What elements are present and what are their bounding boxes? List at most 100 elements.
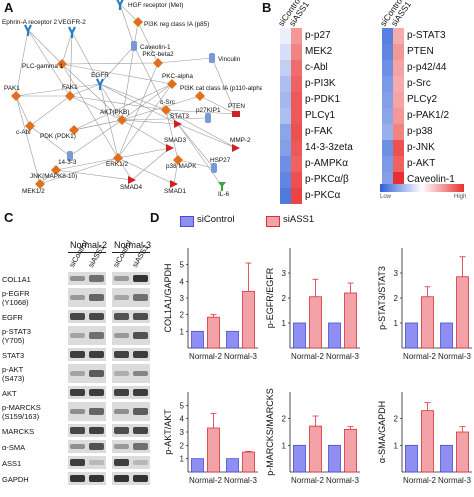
network-nodes: Ephrin-A receptor 2 VEGFR-2 HGF receptor (…: [2, 0, 262, 198]
network-node-label: Caveolin-1: [140, 44, 171, 51]
heatmap-row-label: p-p27: [305, 30, 331, 41]
panel-letter-d: D: [150, 210, 160, 225]
network-node-jnk: JNK(MAPK8-10): [30, 165, 77, 180]
node-tf-shape: [128, 176, 136, 184]
legend-label-control: siControl: [197, 214, 235, 225]
x-category-label: Normal-2: [291, 352, 324, 361]
network-edge: [15, 95, 41, 185]
blot-band: [133, 294, 148, 301]
bar-siass1: [344, 428, 357, 473]
blot-band: [89, 370, 104, 377]
x-category-label: Normal-3: [438, 476, 471, 485]
network-node-akt: AKT(PKB): [100, 109, 129, 125]
blot-band: [70, 313, 85, 320]
blot-band: [89, 350, 104, 359]
network-edge: [121, 95, 201, 121]
y-tick-label: 5: [180, 261, 185, 270]
heatmap-cell: [291, 188, 302, 204]
heatmap-cell: [382, 156, 393, 172]
blot-row-label: α-SMA: [2, 443, 26, 452]
blot-band: [114, 332, 129, 339]
network-edge: [27, 29, 63, 65]
bar-sicontrol: [440, 444, 453, 473]
node-kinase-shape: [11, 91, 21, 101]
network-node-il6: IL-6: [218, 182, 229, 198]
network-edge: [177, 159, 215, 169]
heatmap-row-label: p-PI3K: [305, 78, 336, 89]
node-kinase-shape: [153, 58, 163, 68]
blot-row-label: ASS1: [2, 459, 22, 468]
x-category-label: Normal-2: [403, 476, 436, 485]
network-node-label: PLC-gamma 1: [22, 63, 64, 70]
network-node-smad4: SMAD4: [120, 176, 142, 191]
blot-band: [89, 460, 104, 465]
y-tick-label: 2: [394, 415, 399, 424]
y-tick-label: 2: [180, 311, 185, 320]
bar-siass1: [344, 292, 357, 349]
network-edge: [69, 83, 101, 97]
heatmap-row-label: p-PAK1/2: [407, 110, 450, 121]
y-tick-label: 1: [282, 319, 287, 328]
network-node-label: FAK1: [62, 84, 78, 91]
scale-low-label: Low: [380, 194, 392, 200]
y-axis-label: p-MARCKS/MARCKS: [265, 388, 275, 476]
bar-sicontrol: [191, 458, 204, 473]
heatmap-cell: [382, 76, 393, 92]
bar-sicontrol: [293, 322, 306, 349]
network-node-label: SMAD1: [164, 188, 186, 195]
network-node-smad1: SMAD1: [164, 180, 186, 195]
blot-row-label: MARCKS: [2, 427, 35, 436]
heatmap-cell: [291, 124, 302, 140]
y-tick-label: 2: [180, 441, 185, 450]
heatmap-color-scale: [380, 184, 464, 192]
heatmap-cell: [280, 76, 291, 92]
blot-strip: [112, 364, 150, 383]
network-edge: [121, 83, 173, 121]
y-tick-label: 4: [180, 277, 185, 286]
heatmap-cell: [382, 140, 393, 156]
heatmap-cell: [393, 140, 404, 156]
node-kinase-shape: [195, 91, 205, 101]
blot-strip: [112, 326, 150, 345]
heatmap-cell: [393, 44, 404, 60]
bar-sicontrol: [226, 330, 239, 349]
blot-band: [70, 427, 85, 434]
bar-siass1: [456, 276, 469, 349]
x-category-label: Normal-3: [326, 352, 359, 361]
network-node-egfr: EGFR: [91, 72, 109, 90]
heatmap-cell: [280, 28, 291, 44]
network-node-label: HGF receptor (Met): [128, 2, 183, 9]
heatmap-left: siControl siASS1 p-p27 MEK2 c-Abl p-PI3K p-PDK…: [275, 0, 390, 210]
blot-band: [70, 370, 85, 377]
legend-swatch-ass1: [266, 216, 280, 227]
node-tf-shape: [232, 144, 240, 152]
x-category-label: Normal-2: [189, 352, 222, 361]
network-node-label: PI3K cat class IA (p110-alpha): [180, 85, 262, 92]
network-node-hgf: HGF receptor (Met): [116, 0, 183, 10]
x-category-label: Normal-3: [326, 476, 359, 485]
node-other-shape: [131, 41, 137, 51]
node-receptor-shape: [116, 0, 124, 10]
network-node-label: EGFR: [91, 72, 109, 79]
network-node-label: Ephrin-A receptor 2: [2, 19, 58, 26]
network-edge: [69, 119, 123, 157]
y-tick-label: 2: [394, 294, 399, 303]
network-node-csrc: c-Src: [160, 99, 176, 115]
blot-band: [133, 350, 148, 359]
network-node-label: IL-6: [218, 191, 229, 198]
x-category-label: Normal-2: [403, 352, 436, 361]
blot-group-line: [68, 252, 106, 253]
heatmap-cell: [393, 28, 404, 44]
blot-row-label: p-MARCKS (S159/163): [2, 403, 41, 421]
heatmap-cell: [393, 60, 404, 76]
y-axis-label: p-EGFR/EGFR: [265, 267, 275, 328]
bar-sicontrol: [191, 330, 204, 349]
bar-chart-1: 1 2 3 p-EGFR/EGFR Normal-2 Normal-3: [265, 248, 360, 361]
heatmap-cell: [393, 156, 404, 172]
legend-label-ass1: siASS1: [283, 214, 315, 225]
network-node-label: SMAD3: [164, 137, 186, 144]
node-other-shape: [209, 53, 215, 63]
blot-band: [133, 408, 148, 415]
y-tick-label: 4: [180, 415, 185, 424]
x-category-label: Normal-3: [224, 476, 257, 485]
